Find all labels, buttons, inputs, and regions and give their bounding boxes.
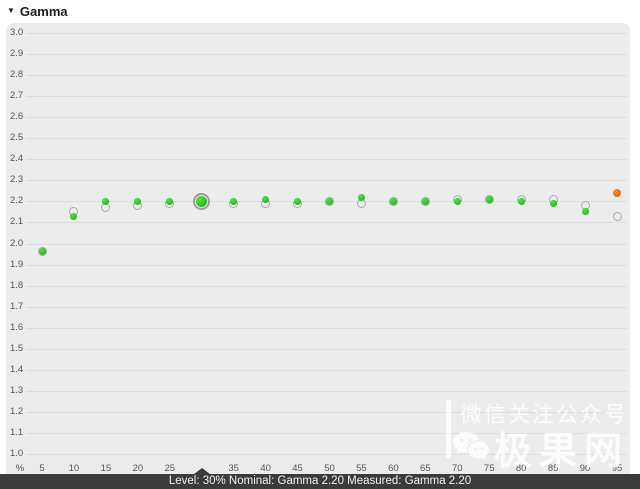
- x-axis-tick-label: 55: [356, 463, 367, 474]
- measured-point[interactable]: [613, 188, 621, 197]
- x-axis-tick-label: 15: [100, 463, 112, 474]
- x-axis-tick-label: 70: [451, 463, 463, 474]
- y-axis-tick-label: 1.1: [10, 426, 24, 438]
- y-axis-tick-label: 1.7: [10, 300, 24, 312]
- gridline: [26, 159, 627, 161]
- measured-point[interactable]: [70, 212, 78, 220]
- measured-point[interactable]: [166, 197, 174, 205]
- x-axis-tick-label: 75: [483, 463, 495, 474]
- y-axis-tick-label: 1.4: [10, 363, 24, 375]
- gridline: [26, 285, 627, 287]
- collapse-triangle-icon: ▼: [7, 6, 15, 15]
- x-axis-tick-label: 85: [547, 463, 559, 474]
- measured-point[interactable]: [294, 197, 302, 205]
- measured-point[interactable]: [517, 197, 525, 205]
- y-axis-tick-label: 2.8: [10, 69, 24, 81]
- measured-point[interactable]: [134, 197, 142, 205]
- y-axis-tick-label: 2.6: [10, 111, 24, 123]
- x-axis-tick-label: 45: [292, 463, 303, 474]
- x-axis-tick-label: 65: [420, 463, 431, 474]
- y-axis-tick-label: 1.3: [10, 384, 24, 396]
- y-axis-tick-label: 1.2: [10, 405, 24, 417]
- x-axis-tick-label: 40: [260, 463, 271, 474]
- section-title: Gamma: [19, 3, 68, 19]
- nominal-point[interactable]: [420, 196, 430, 206]
- measured-point[interactable]: [485, 195, 493, 203]
- gamma-chart-panel: 3.0 2.9 2.8 2.7 2.6 2.5 2.4 2.3 2.2 2.1 2.0 1.9 1.8 1…: [6, 23, 630, 474]
- gridline: [26, 348, 627, 350]
- measured-point[interactable]: [581, 208, 589, 216]
- x-axis-tick-label: 35: [228, 463, 239, 474]
- gridline: [26, 96, 627, 98]
- gridline: [26, 327, 627, 329]
- y-axis-tick-label: 2.0: [10, 237, 24, 249]
- nominal-point[interactable]: [388, 196, 398, 206]
- x-axis-tick-label: 5: [39, 463, 45, 474]
- measured-point[interactable]: [102, 197, 110, 205]
- status-bar: Level: 30% Nominal: Gamma 2.20 Measured:…: [0, 474, 640, 489]
- watermark-right-bar: [636, 414, 640, 458]
- gridline: [26, 454, 627, 455]
- y-axis-tick-label: 2.2: [10, 195, 24, 207]
- measured-point[interactable]: [389, 197, 397, 205]
- selected-level-marker: [193, 468, 210, 474]
- x-axis-tick-label: 60: [388, 463, 399, 474]
- y-axis-tick-label: 2.3: [10, 174, 24, 186]
- nominal-point[interactable]: [612, 211, 622, 221]
- y-axis-tick-label: 1.0: [10, 448, 24, 459]
- gridline: [26, 75, 627, 77]
- gridline: [26, 117, 627, 119]
- gridline: [26, 180, 627, 182]
- gridline: [26, 306, 627, 308]
- x-axis-tick-label: 50: [324, 463, 335, 474]
- y-axis-tick-label: 2.5: [10, 132, 24, 144]
- x-axis-tick-label: 25: [164, 463, 176, 474]
- gridline: [26, 264, 627, 266]
- x-axis-unit-label: %: [15, 463, 25, 474]
- gamma-section-header[interactable]: ▼ Gamma: [7, 2, 68, 20]
- selected-measured-point[interactable]: [196, 195, 208, 207]
- gridline: [26, 432, 627, 434]
- y-axis-tick-label: 2.1: [10, 216, 24, 228]
- nominal-point[interactable]: [484, 194, 494, 204]
- nominal-point[interactable]: [325, 196, 334, 206]
- measured-point[interactable]: [38, 248, 46, 256]
- nominal-point[interactable]: [37, 247, 47, 257]
- measured-point[interactable]: [326, 197, 333, 205]
- x-axis-tick-label: 20: [132, 463, 144, 474]
- x-axis-tick-label: 95: [611, 463, 623, 474]
- gridline: [26, 369, 627, 371]
- x-axis-tick-label: 90: [579, 463, 591, 474]
- measured-point[interactable]: [421, 197, 429, 205]
- measured-point[interactable]: [230, 197, 238, 205]
- y-axis-tick-label: 1.6: [10, 321, 24, 333]
- y-axis-tick-label: 1.5: [10, 342, 24, 354]
- x-axis-tick-label: 10: [68, 463, 80, 474]
- gridline: [26, 54, 627, 56]
- gridline: [26, 243, 627, 245]
- measured-point[interactable]: [453, 197, 461, 205]
- gridline: [26, 33, 627, 34]
- y-axis-tick-label: 2.4: [10, 153, 24, 165]
- measured-point[interactable]: [262, 195, 270, 203]
- measured-point[interactable]: [549, 200, 557, 207]
- y-axis-tick-label: 2.9: [10, 48, 24, 60]
- x-axis-tick-label: 80: [515, 463, 527, 474]
- y-axis-tick-label: 2.7: [10, 90, 24, 102]
- y-axis-tick-label: 1.8: [10, 279, 24, 291]
- gridline: [26, 411, 627, 413]
- gridline: [26, 222, 627, 224]
- selected-nominal-ring[interactable]: [193, 192, 211, 210]
- gridline: [26, 390, 627, 392]
- y-axis-tick-label: 3.0: [10, 27, 24, 38]
- y-axis-tick-label: 1.9: [10, 258, 24, 270]
- status-text: Level: 30% Nominal: Gamma 2.20 Measured:…: [168, 475, 472, 487]
- gridline: [26, 138, 627, 140]
- measured-point[interactable]: [357, 193, 365, 201]
